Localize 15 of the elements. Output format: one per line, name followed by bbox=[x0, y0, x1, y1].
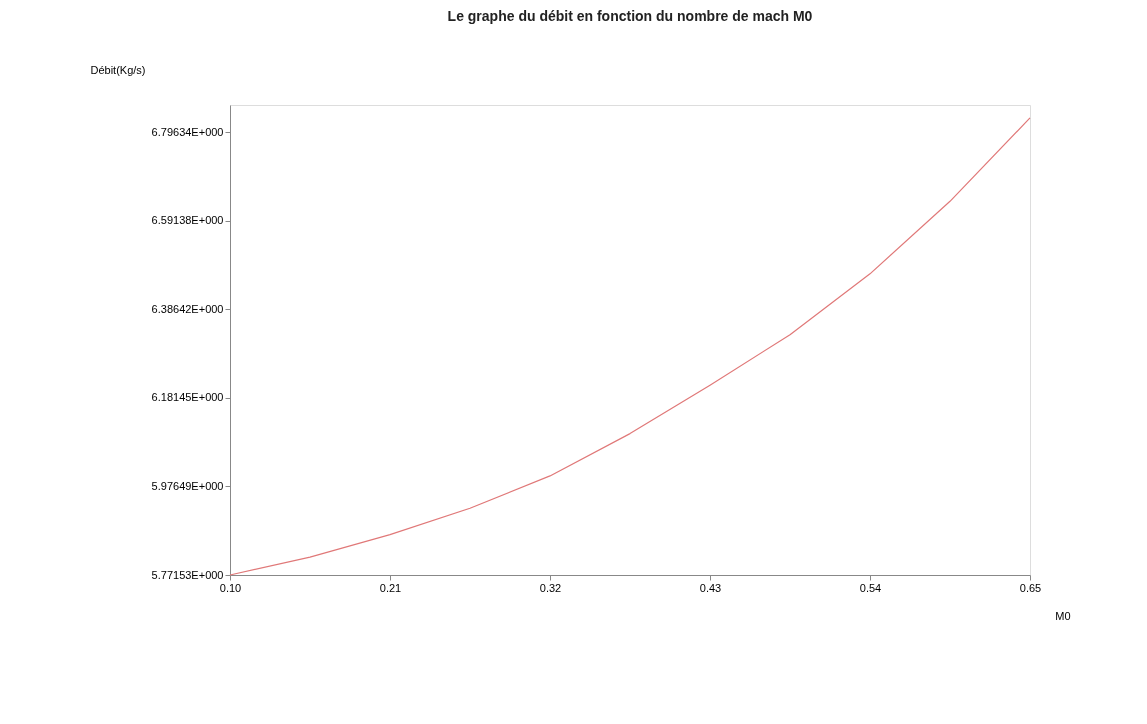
y-axis-title: Débit(Kg/s) bbox=[90, 63, 146, 76]
chart-title: Le graphe du débit en fonction du nombre de mach M0 bbox=[447, 8, 813, 24]
x-tick-label: 0.10 bbox=[219, 581, 242, 594]
y-tick-label: 5.97649E+000 bbox=[151, 480, 224, 492]
x-tick-label: 0.43 bbox=[699, 581, 722, 594]
x-axis-title: M0 bbox=[1055, 609, 1071, 622]
y-tick-label: 5.77153E+000 bbox=[151, 568, 224, 581]
y-tick-label: 6.59138E+000 bbox=[151, 214, 224, 227]
y-tick-label: 6.38642E+000 bbox=[151, 302, 224, 315]
x-tick-label: 0.65 bbox=[1019, 581, 1042, 594]
y-tick-label: 6.18145E+000 bbox=[151, 391, 224, 404]
x-tick-label: 0.54 bbox=[859, 581, 882, 594]
x-tick-label: 0.32 bbox=[539, 581, 562, 594]
x-tick-label: 0.21 bbox=[379, 581, 402, 594]
y-tick-label: 6.79634E+000 bbox=[151, 125, 224, 138]
